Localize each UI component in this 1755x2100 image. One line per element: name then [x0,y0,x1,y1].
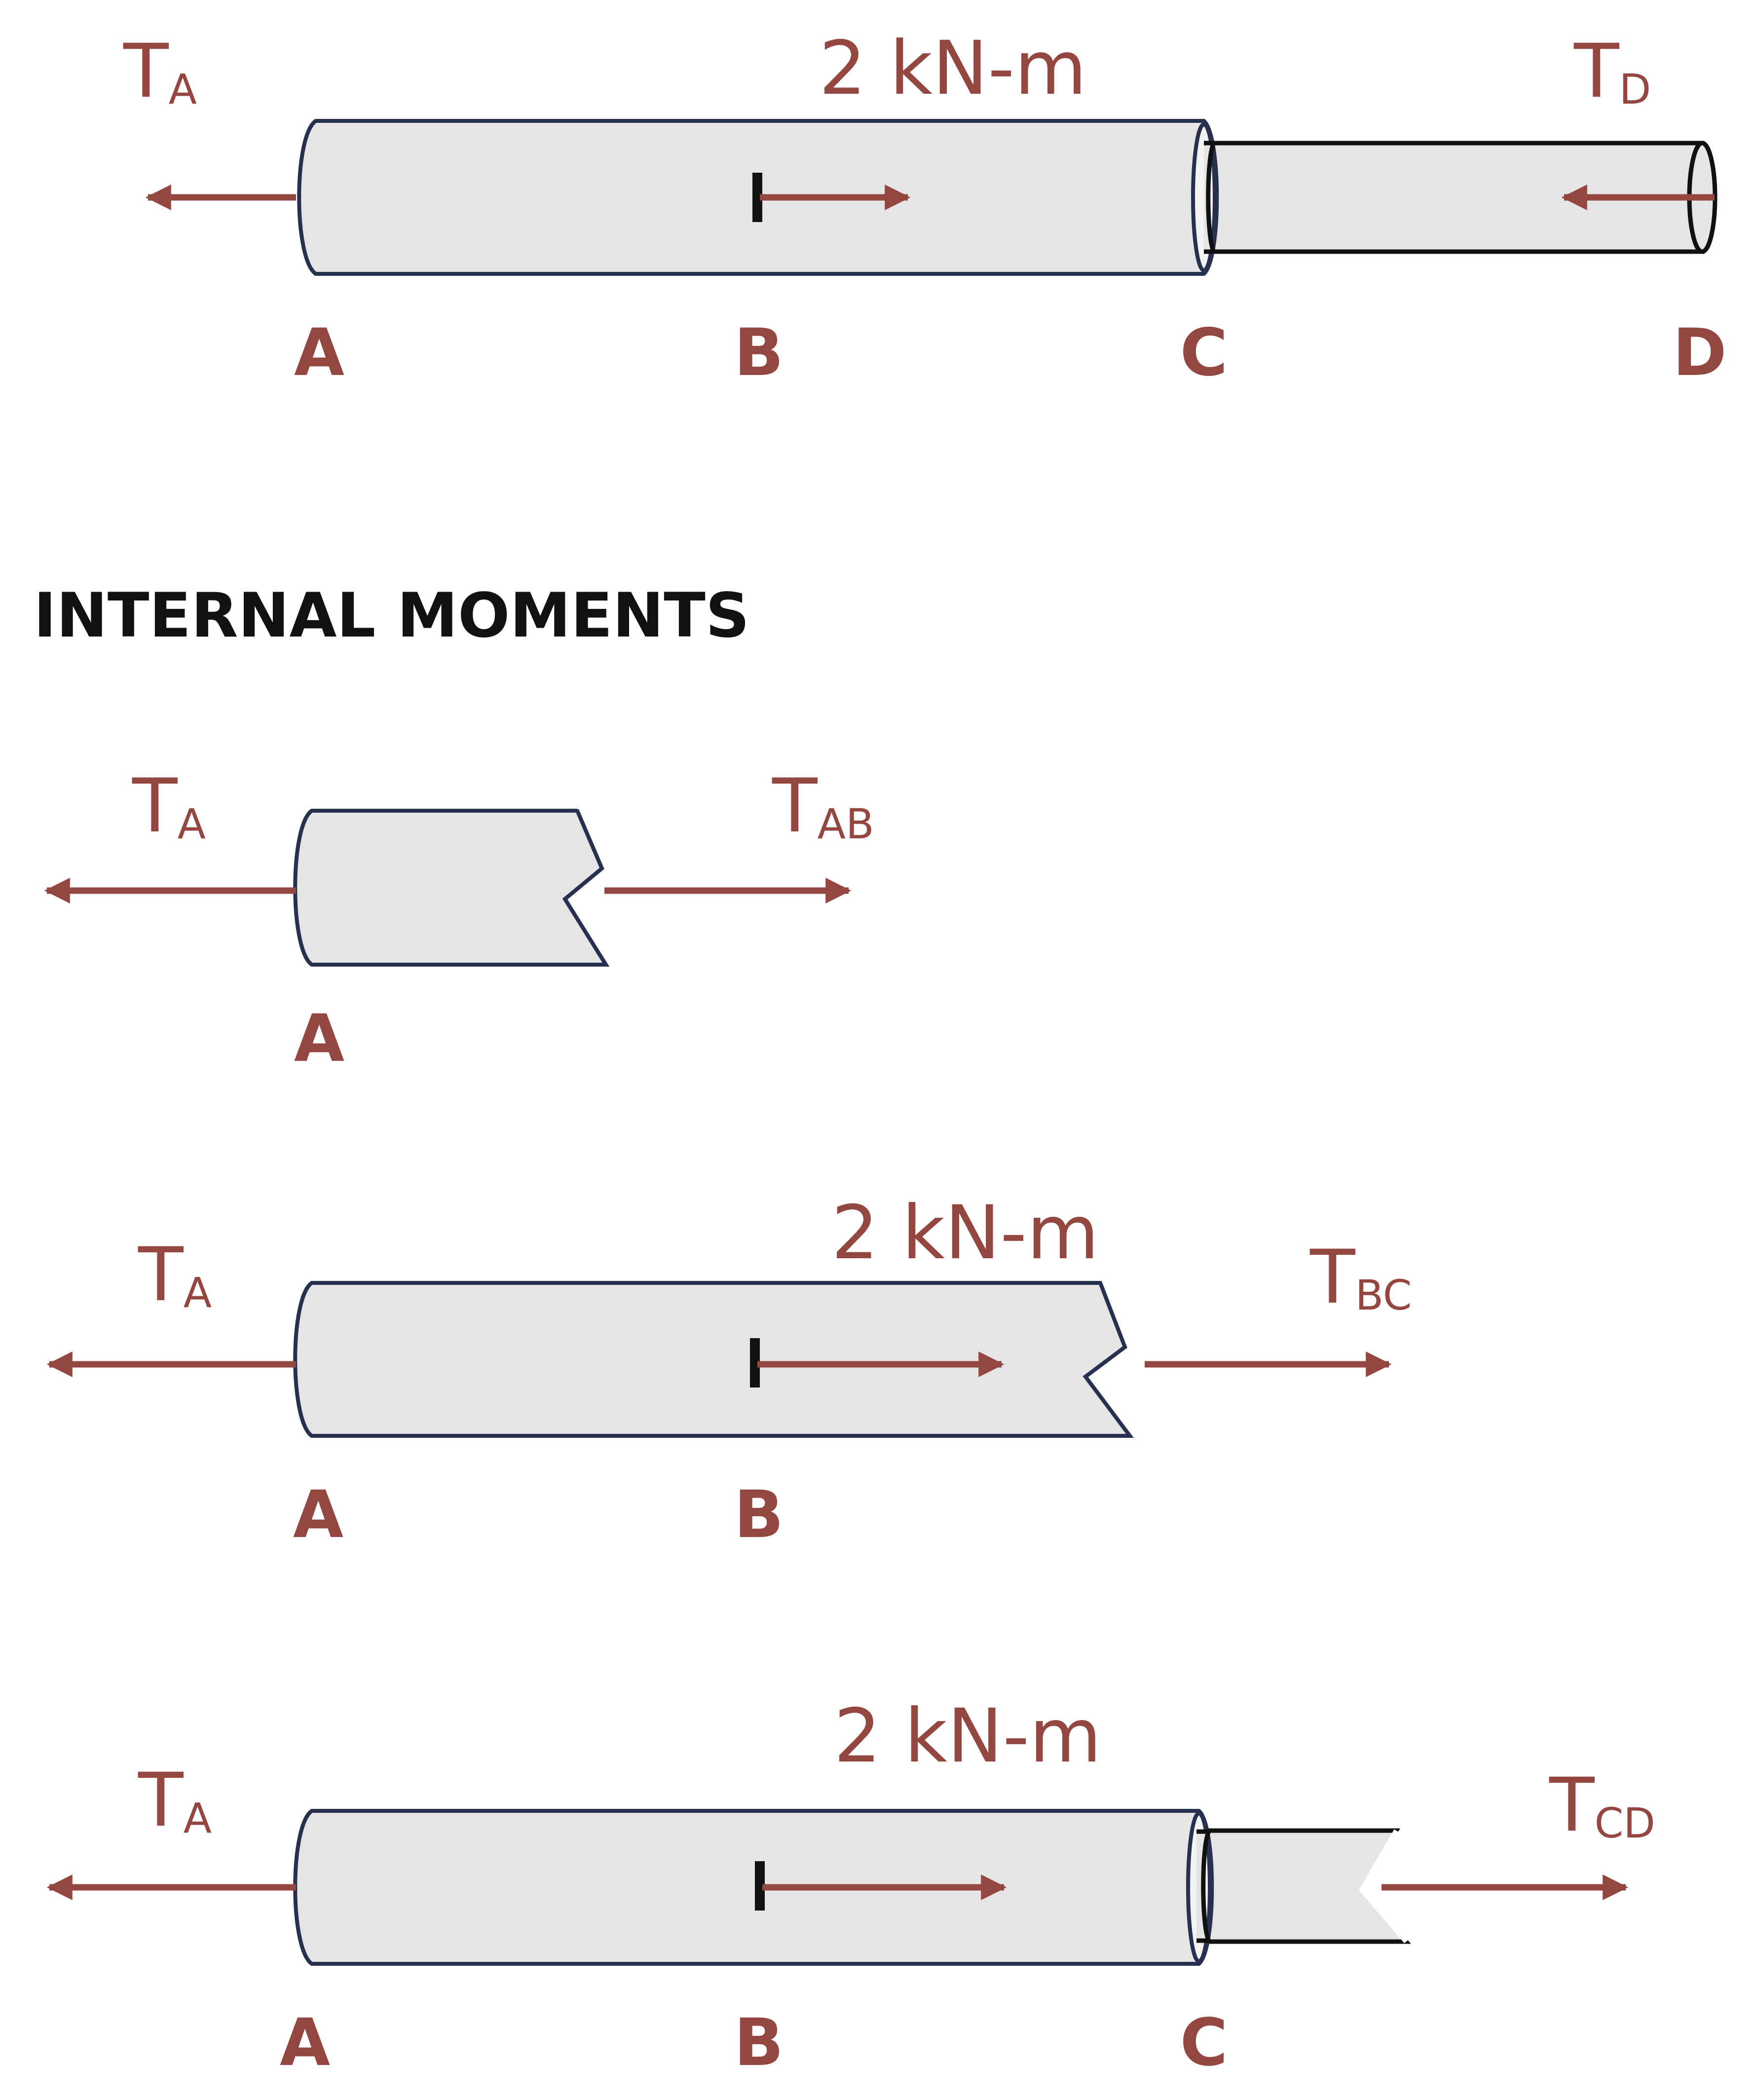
point-label-a: A [293,1477,343,1553]
point-label-a: A [294,315,344,391]
torque-label-cd: TCD [1549,1762,1655,1848]
applied-torque-label: 2 kN-m [819,26,1086,112]
cut-ab-panel: TA TAB A [44,763,874,1077]
cut-bc-panel: TA 2 kN-m TBC A B [46,1190,1412,1553]
point-label-b: B [734,315,784,391]
applied-torque-label: 2 kN-m [834,1693,1101,1779]
applied-torque-label: 2 kN-m [831,1190,1099,1276]
shaft-section-bc [293,1281,1134,1438]
torque-label-a: TA [132,763,206,849]
torque-label-a: TA [138,1758,212,1843]
full-shaft-panel: TA 2 kN-m TD A B C D [123,26,1727,391]
shaft-section-cd-small [1192,1828,1411,1944]
point-label-b: B [734,1477,784,1553]
point-label-a: A [280,2005,330,2081]
cut-cd-panel: TA 2 kN-m TCD A B C [46,1693,1655,2081]
torque-label-a: TA [123,29,197,114]
section-heading: INTERNAL MOMENTS [34,580,749,651]
point-label-d: D [1673,315,1727,391]
point-label-c: C [1180,2005,1228,2081]
point-label-c: C [1180,315,1228,391]
point-label-b: B [734,2005,784,2081]
torque-label-a: TA [138,1232,212,1318]
shaft-section-ab [293,809,610,967]
shaft-section-ac [293,1809,1214,1966]
torque-label-ab: TAB [772,763,874,849]
torque-label-bc: TBC [1309,1235,1412,1320]
point-label-a: A [294,1001,344,1077]
torque-label-d: TD [1573,29,1651,114]
